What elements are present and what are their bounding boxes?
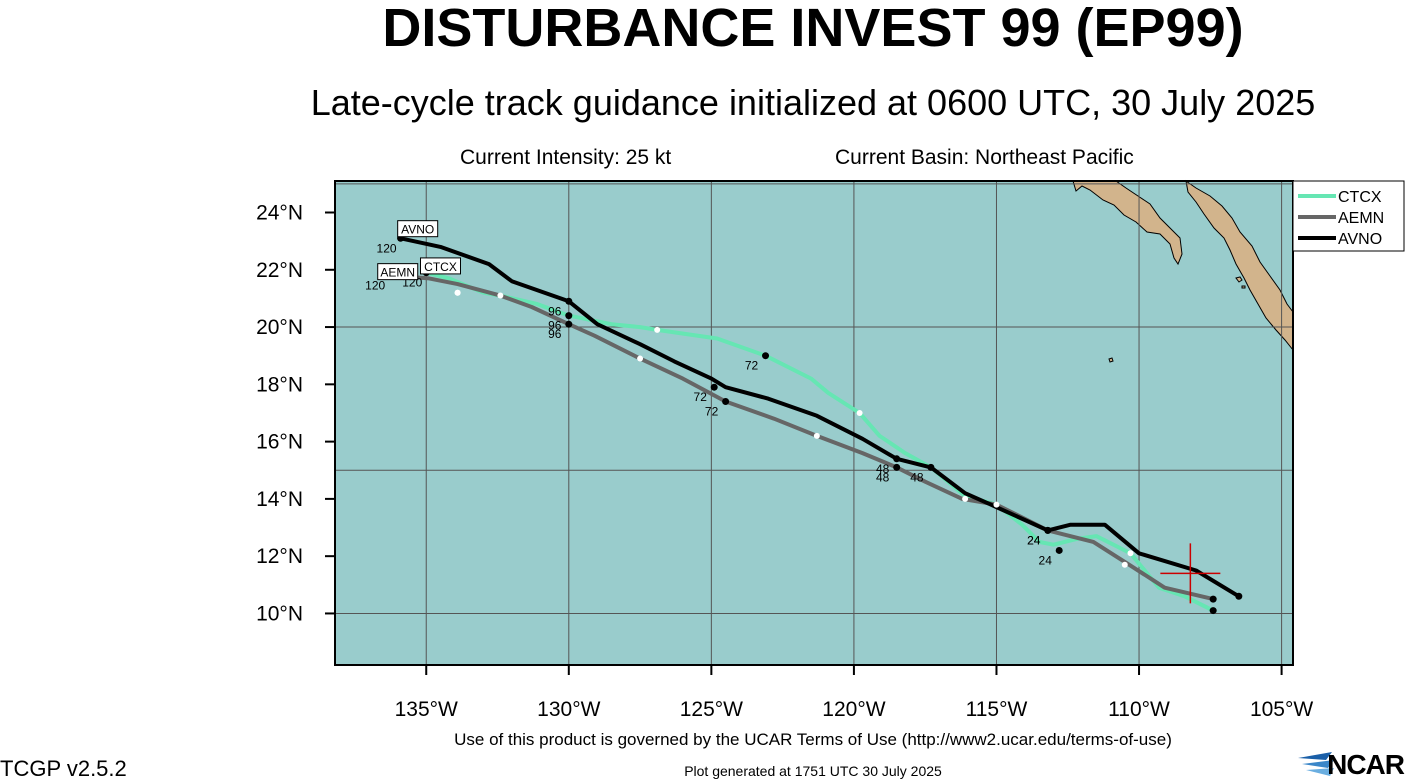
grid-lines [335,181,1293,665]
track-intermediate-point [962,495,969,502]
x-tick-label: 105°W [1250,698,1313,721]
island-small-2 [1241,285,1246,289]
mexico-mainland-land [1185,179,1294,352]
track-hour-label: 24 [1027,533,1041,547]
track-hour-point [710,383,718,391]
island-revillagigedo [1108,357,1114,363]
model-tag-label: AVNO [401,223,434,237]
track-intermediate-point [1127,550,1134,557]
track-hour-label: 72 [694,390,708,404]
model-tag-box [419,257,461,275]
legend: CTCX AEMN AVNO [1292,180,1405,252]
generated-timestamp: Plot generated at 1751 UTC 30 July 2025 [684,763,942,779]
x-tick-label: 110°W [1108,698,1170,721]
legend-label-aemn: AEMN [1338,210,1384,227]
y-tick-label: 22°N [256,259,303,282]
model-tag-label: AEMN [380,266,415,280]
track-hour-point [1044,526,1052,534]
track-intermediate-point [454,289,461,296]
baja-california-land [1072,180,1183,266]
current-intensity: Current Intensity: 25 kt [460,146,672,169]
x-tick-label: 125°W [680,698,743,721]
track-hour-label: 96 [548,327,562,341]
track-hour-point [722,398,730,406]
x-tick-label: 120°W [822,698,885,721]
ncar-logo: NCAR [1294,749,1405,780]
track-start-point [1235,592,1243,600]
track-hour-point [565,312,573,320]
legend-label-ctcx: CTCX [1338,189,1382,206]
island-small-1 [1235,276,1243,283]
y-tick-label: 24°N [256,202,303,225]
track-hour-label: 24 [1027,533,1041,547]
track-intermediate-point [497,292,504,299]
track-hour-label: 48 [876,470,890,484]
track-line-aemn [389,273,1214,602]
track-hour-label: 96 [548,319,562,333]
track-intermediate-point [856,409,863,416]
track-intermediate-point [993,501,1000,508]
version-label: TCGP v2.5.2 [0,756,127,781]
page-subtitle: Late-cycle track guidance initialized at… [310,82,1316,123]
track-hour-label: 72 [745,359,759,373]
land-layer [1072,179,1294,363]
axis-ticks: 135°W 130°W 125°W 120°W 115°W 110°W 105°W 10°N 1… [256,202,1313,721]
y-tick-label: 16°N [256,431,303,454]
track-hour-point [565,320,573,328]
current-basin: Current Basin: Northeast Pacific [835,146,1134,169]
track-hour-point [1055,546,1063,554]
ncar-wing-icon [1298,752,1334,776]
track-hour-point [565,297,573,305]
terms-of-use: Use of this product is governed by the U… [454,730,1172,749]
track-intermediate-point [813,432,820,439]
model-tags: AVNO AEMN CTCX [377,220,461,281]
model-tag-box [397,220,439,238]
track-start-point [1209,607,1217,615]
track-intermediate-point [1121,561,1128,568]
model-tag-label: CTCX [424,260,457,274]
y-tick-label: 18°N [256,373,303,396]
y-tick-label: 20°N [256,316,303,339]
track-line-avno [400,236,1240,599]
track-hour-point [927,463,935,471]
map-ocean [335,181,1293,665]
ncar-logo-text: NCAR [1327,749,1405,780]
track-hour-point [893,463,901,471]
track-hour-label: 120 [377,241,397,255]
x-tick-label: 135°W [395,698,458,721]
track-hour-label: 120 [365,279,385,293]
track-intermediate-point [654,326,661,333]
track-lines [389,236,1240,613]
x-tick-label: 130°W [537,698,600,721]
track-hour-point [893,455,901,463]
track-line-ctcx [425,270,1215,613]
track-hour-label: 48 [910,470,924,484]
track-hour-label: 48 [876,462,890,476]
track-hour-label: 96 [548,304,562,318]
track-hour-label: 24 [1039,553,1053,567]
track-start-point [1209,595,1217,603]
current-position-marker [1160,543,1221,604]
y-tick-label: 10°N [256,602,303,625]
model-tag-box [377,263,419,281]
track-hour-label: 72 [705,405,719,419]
y-tick-label: 12°N [256,545,303,568]
page-title: DISTURBANCE INVEST 99 (EP99) [382,0,1244,58]
track-hour-point [762,352,770,360]
track-intermediate-point [637,355,644,362]
y-tick-label: 14°N [256,488,303,511]
legend-label-avno: AVNO [1338,231,1382,248]
map-frame [334,180,1294,666]
x-tick-label: 115°W [966,698,1028,721]
